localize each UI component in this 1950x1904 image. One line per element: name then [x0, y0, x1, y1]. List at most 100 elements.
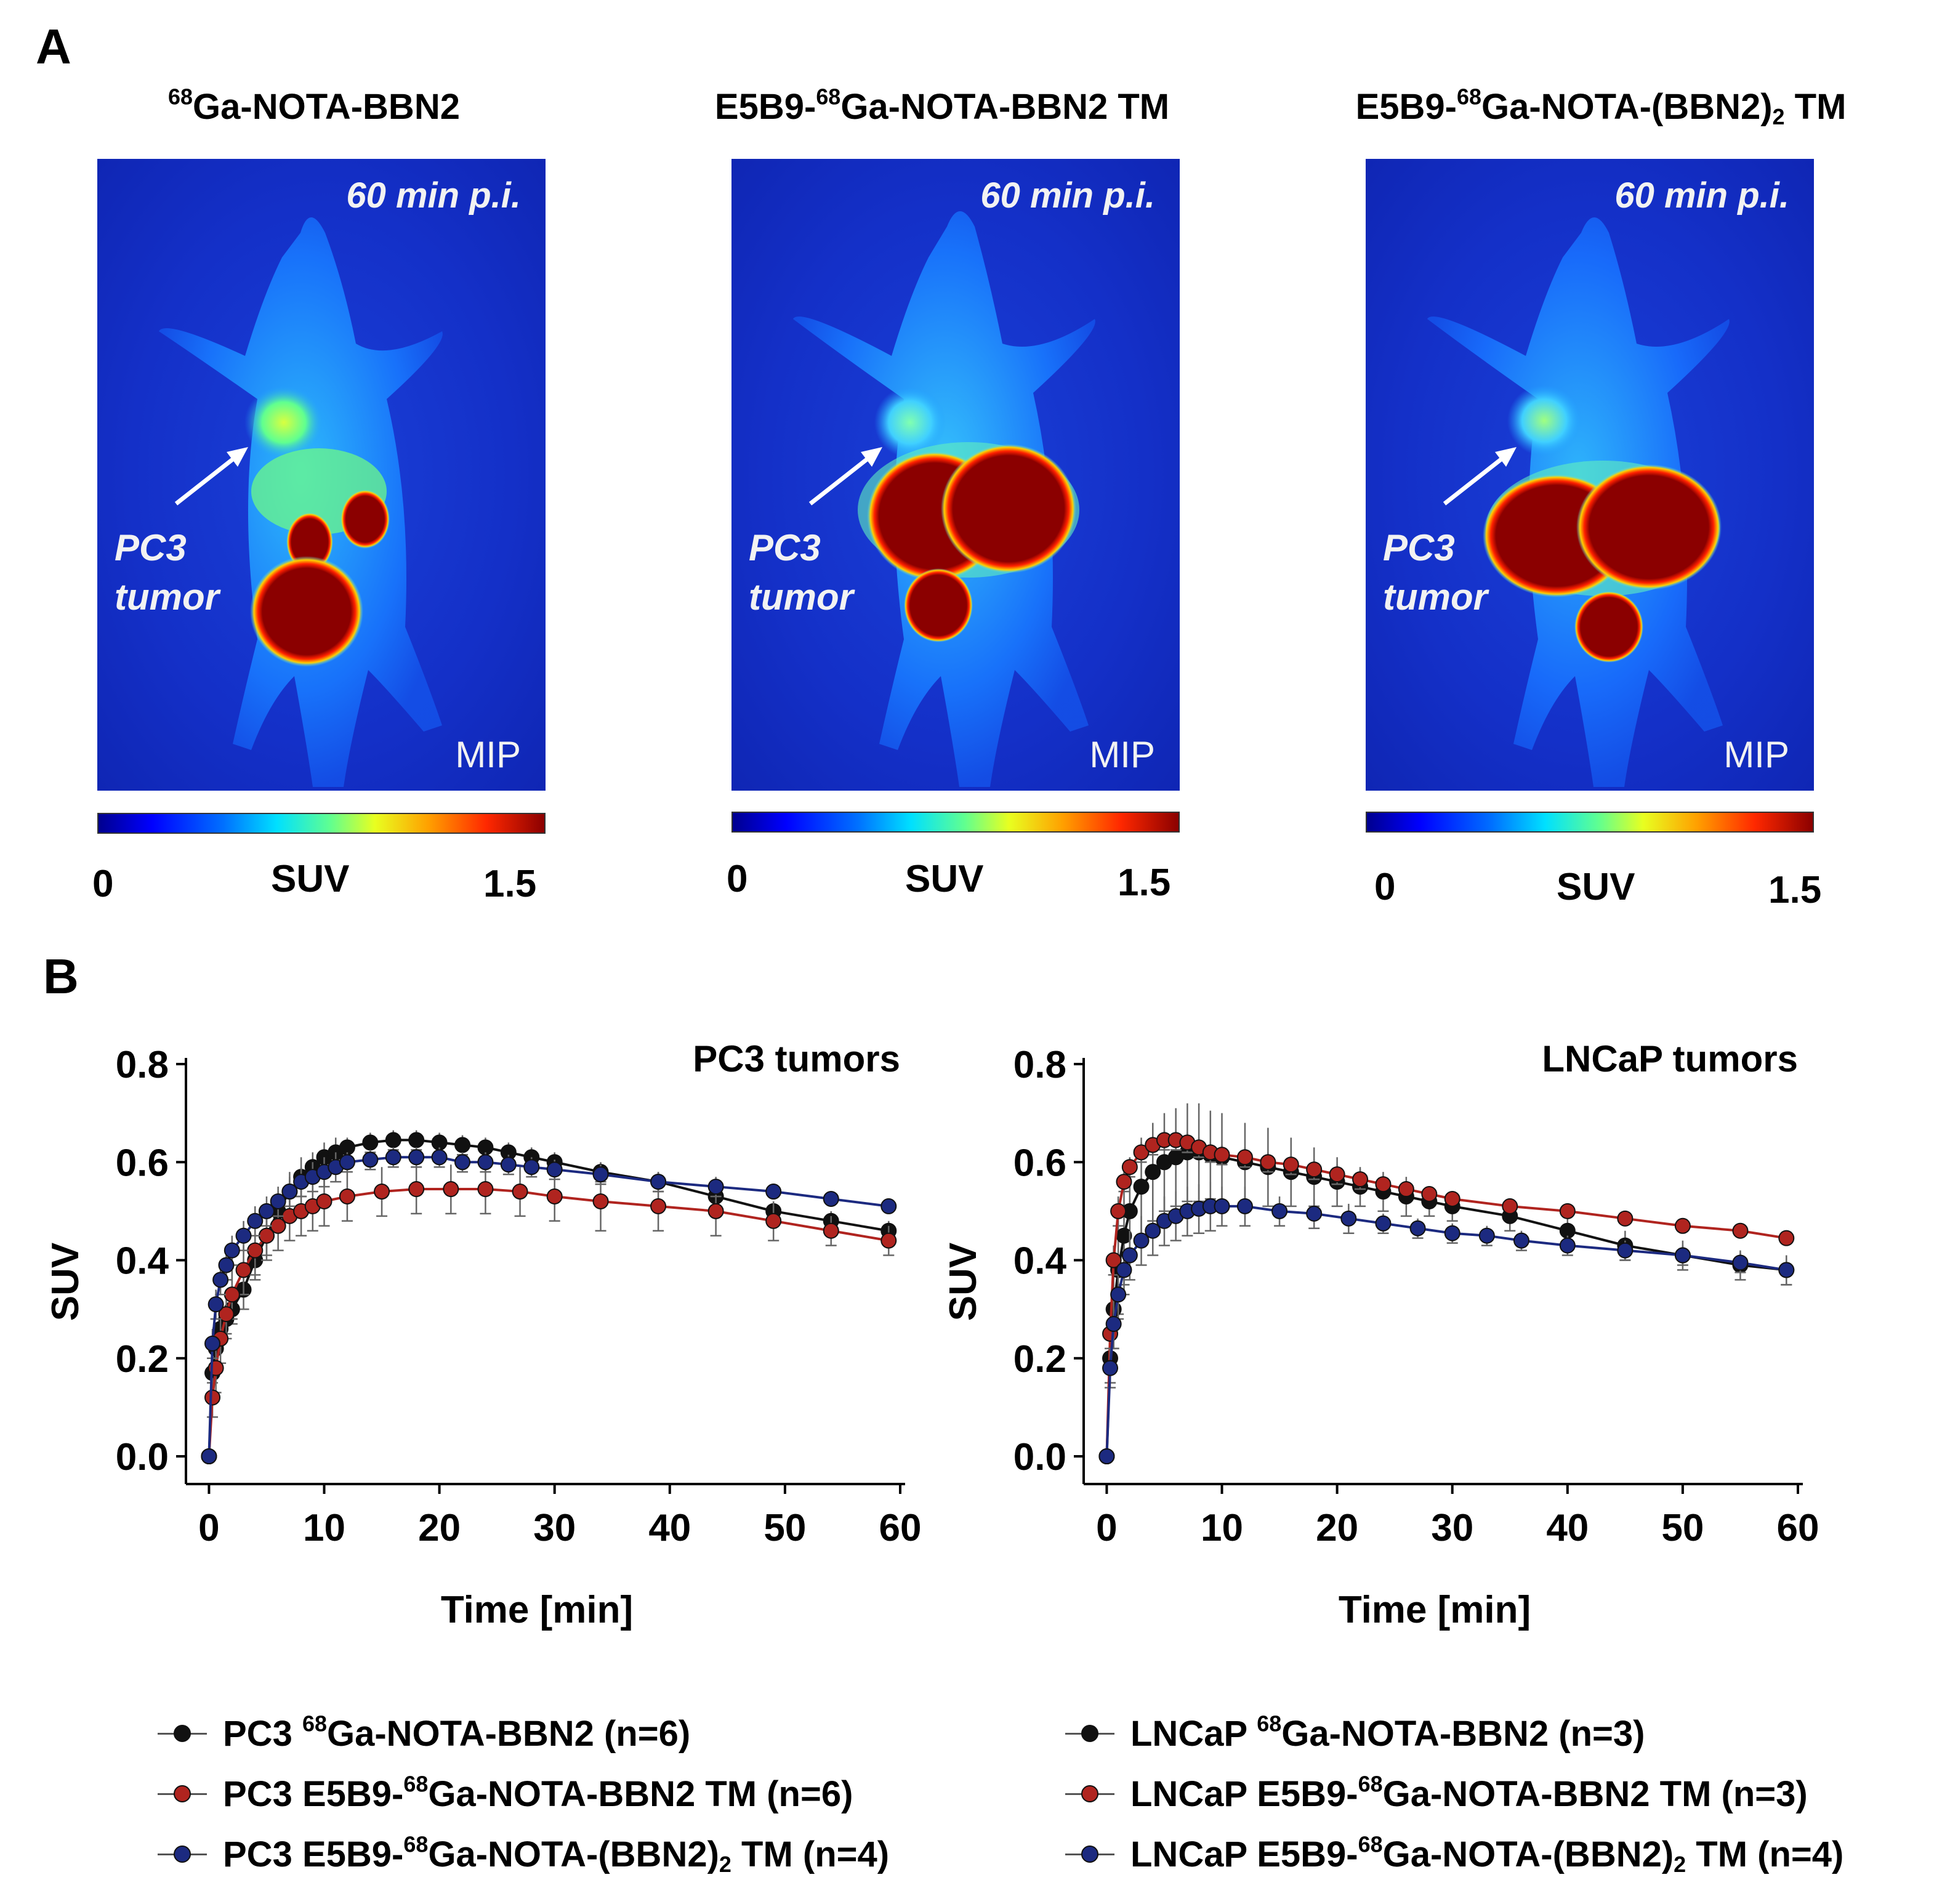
data-point — [212, 1272, 229, 1288]
data-point — [1236, 1149, 1253, 1166]
colorbar-1-min: 0 — [92, 863, 114, 905]
data-point — [1329, 1166, 1345, 1183]
data-point — [1133, 1179, 1150, 1195]
data-point — [1110, 1203, 1127, 1219]
data-point — [1105, 1316, 1122, 1333]
y-tick-label: 0.0 — [1013, 1436, 1066, 1478]
data-point — [650, 1174, 667, 1190]
data-point — [1145, 1164, 1161, 1180]
colorbar-3-label: SUV — [1557, 866, 1635, 908]
data-point — [707, 1179, 724, 1195]
x-tick-label: 10 — [303, 1507, 345, 1549]
data-point — [1214, 1198, 1230, 1214]
chart-title: PC3 tumors — [693, 1038, 900, 1079]
data-point — [1559, 1203, 1576, 1219]
y-tick-label: 0.2 — [1013, 1338, 1066, 1381]
series-line — [1105, 1139, 1787, 1457]
data-point — [1674, 1217, 1691, 1234]
data-point — [707, 1203, 724, 1219]
colorbar-2-max: 1.5 — [1118, 861, 1171, 904]
data-point — [247, 1212, 264, 1229]
data-point — [1306, 1161, 1323, 1178]
data-point — [224, 1286, 240, 1303]
image-title-2: E5B9-68Ga-NOTA-BBN2 TM — [714, 84, 1170, 127]
data-point — [1271, 1203, 1288, 1219]
data-point — [201, 1448, 217, 1464]
y-tick-label: 0.8 — [116, 1044, 169, 1086]
y-axis-label: SUV — [44, 1243, 87, 1321]
pet-image-2: 60 min p.i. PC3 tumor MIP — [731, 159, 1180, 791]
data-point — [765, 1184, 782, 1200]
data-point — [1375, 1176, 1392, 1193]
x-tick-label: 30 — [1431, 1507, 1473, 1549]
panel-a-letter: A — [36, 19, 71, 74]
data-point — [546, 1161, 563, 1178]
data-point — [880, 1232, 897, 1249]
legend-item: LNCaP 68Ga-NOTA-BBN2 (n=3) — [1065, 1706, 1645, 1761]
data-point — [362, 1134, 379, 1151]
x-tick-label: 20 — [418, 1507, 461, 1549]
data-point — [258, 1203, 275, 1219]
data-point — [523, 1159, 540, 1176]
data-point — [880, 1198, 897, 1214]
data-point — [1340, 1210, 1357, 1227]
panel-b-letter: B — [43, 949, 79, 1004]
legend-label: LNCaP 68Ga-NOTA-BBN2 (n=3) — [1130, 1711, 1645, 1754]
data-point — [339, 1154, 355, 1171]
data-point — [1121, 1159, 1138, 1176]
mouse-scan-3 — [1427, 217, 1730, 787]
data-point — [204, 1389, 221, 1406]
tumor-label-3: PC3 tumor — [1383, 527, 1488, 618]
y-tick-label: 0.0 — [116, 1436, 169, 1478]
chart-title: LNCaP tumors — [1542, 1038, 1798, 1079]
data-point — [650, 1198, 667, 1214]
data-point — [1674, 1247, 1691, 1264]
y-tick-label: 0.2 — [116, 1338, 169, 1381]
data-point — [408, 1181, 425, 1198]
data-point — [1778, 1230, 1795, 1246]
colorbar-3 — [1366, 812, 1814, 833]
x-tick-label: 40 — [648, 1507, 691, 1549]
legend-item: PC3 E5B9-68Ga-NOTA-(BBN2)2 TM (n=4) — [158, 1826, 889, 1882]
data-point — [374, 1184, 390, 1200]
data-point — [1732, 1222, 1749, 1239]
data-point — [408, 1132, 425, 1148]
legend-marker — [158, 1781, 207, 1806]
tumor-label-1: PC3 tumor — [115, 527, 219, 618]
colorbar-2-min: 0 — [727, 858, 748, 900]
legend-marker — [158, 1721, 207, 1746]
pet-image-1: 60 min p.i. PC3 tumor MIP — [97, 159, 546, 791]
y-tick-label: 0.8 — [1013, 1044, 1066, 1086]
legend-label: PC3 E5B9-68Ga-NOTA-(BBN2)2 TM (n=4) — [223, 1831, 890, 1877]
series-line — [207, 1139, 889, 1457]
legend-item: LNCaP E5B9-68Ga-NOTA-BBN2 TM (n=3) — [1065, 1766, 1808, 1821]
x-tick-label: 10 — [1201, 1507, 1243, 1549]
tumor-label-2: PC3 tumor — [749, 527, 853, 618]
data-point — [1133, 1144, 1150, 1161]
x-tick-label: 50 — [763, 1507, 806, 1549]
legend-dot-icon — [1081, 1785, 1098, 1802]
x-tick-label: 0 — [1096, 1507, 1117, 1549]
data-point — [1559, 1237, 1576, 1254]
x-tick-label: 30 — [533, 1507, 576, 1549]
legend-label: PC3 E5B9-68Ga-NOTA-BBN2 TM (n=6) — [223, 1771, 853, 1814]
x-axis-label: Time [min] — [441, 1589, 633, 1631]
legend-marker — [1065, 1842, 1114, 1866]
colorbar-3-min: 0 — [1374, 866, 1396, 908]
data-point — [1444, 1225, 1460, 1241]
legend-dot-icon — [1081, 1725, 1098, 1742]
data-point — [1617, 1242, 1634, 1259]
data-point — [592, 1193, 609, 1209]
data-point — [207, 1296, 224, 1313]
colorbar-1-label: SUV — [271, 858, 350, 900]
x-tick-label: 60 — [1777, 1507, 1819, 1549]
data-point — [1732, 1254, 1749, 1271]
x-tick-label: 40 — [1546, 1507, 1589, 1549]
x-tick-label: 20 — [1316, 1507, 1358, 1549]
legend-item: PC3 E5B9-68Ga-NOTA-BBN2 TM (n=6) — [158, 1766, 853, 1821]
legend-item: PC3 68Ga-NOTA-BBN2 (n=6) — [158, 1706, 690, 1761]
data-point — [270, 1193, 286, 1209]
data-point — [1121, 1247, 1138, 1264]
data-point — [281, 1184, 298, 1200]
pet-image-3: 60 min p.i. PC3 tumor MIP — [1366, 159, 1814, 791]
